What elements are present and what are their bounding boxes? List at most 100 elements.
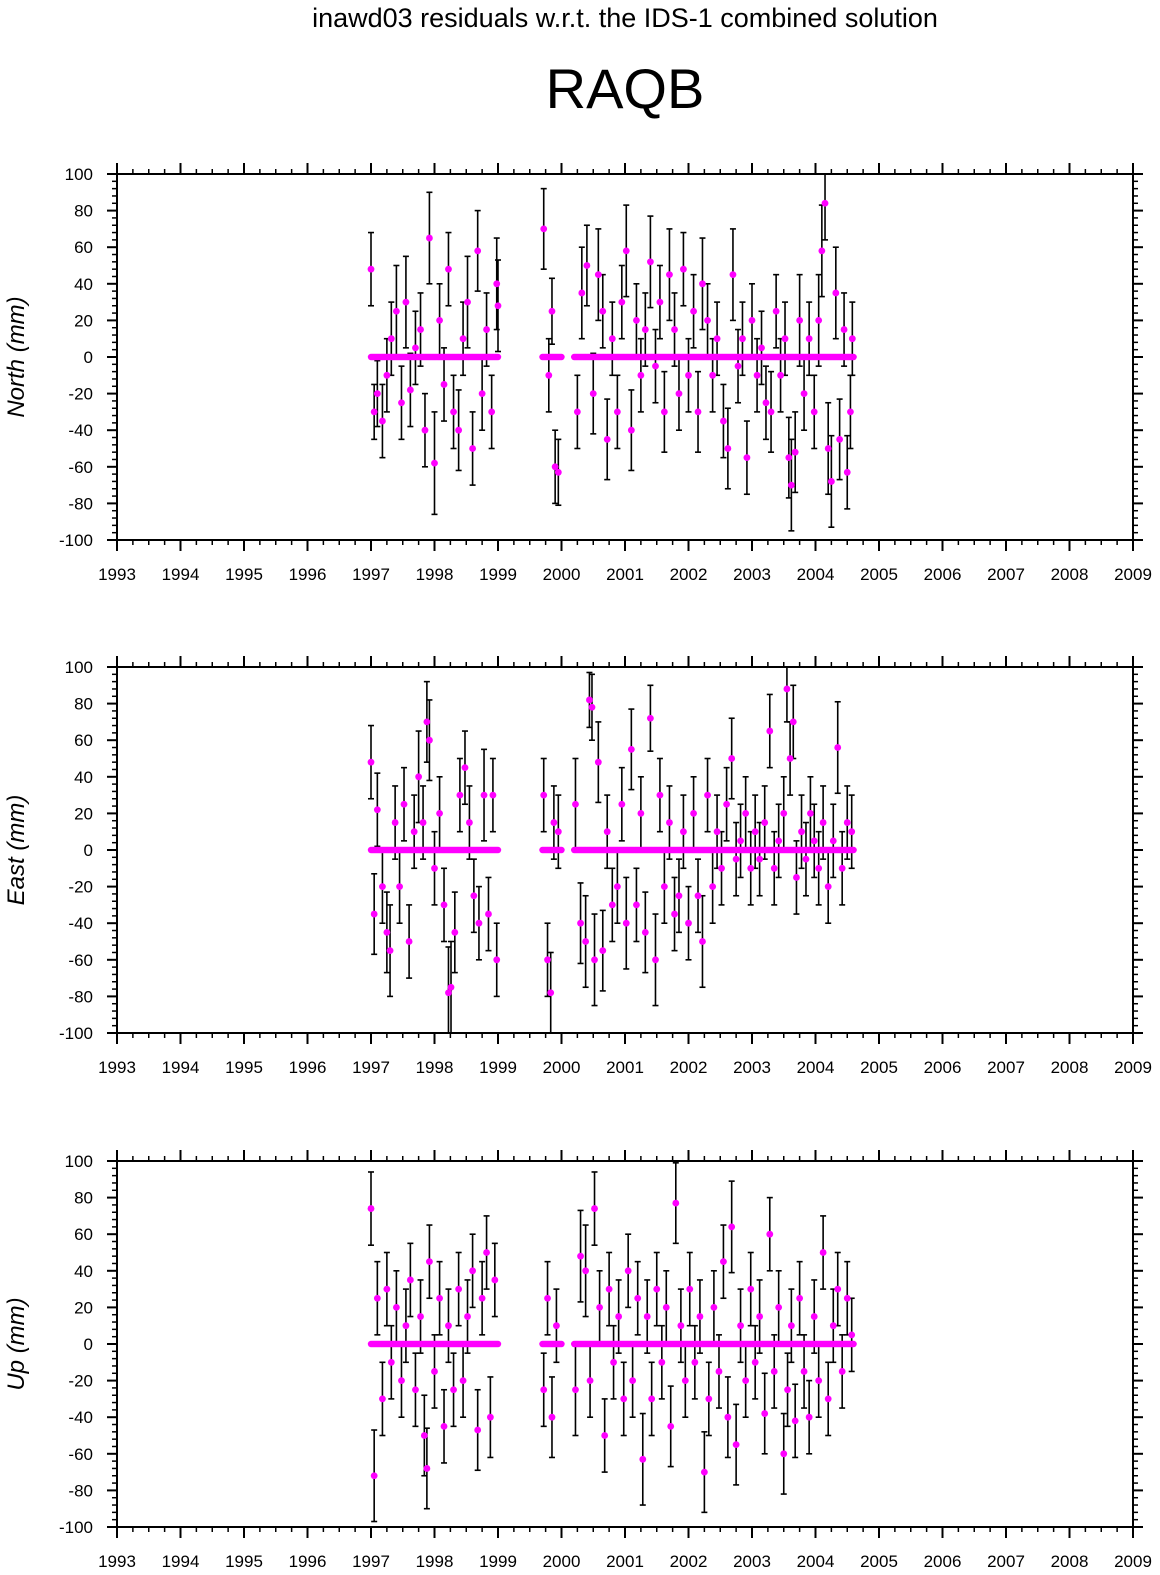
up-residual-point [367, 1205, 375, 1212]
east-xtick-label: 2005 [860, 1058, 898, 1077]
north-residual-point [848, 335, 856, 343]
east-residual-point [641, 928, 649, 936]
north-ytick-label: -20 [68, 385, 93, 404]
east-residual-point [436, 810, 443, 817]
up-residual-point [800, 1368, 808, 1375]
north-residual-point [729, 271, 737, 279]
north-residual-point [387, 335, 395, 343]
north-residual-point [379, 417, 386, 425]
east-residual-point [718, 864, 725, 872]
up-residual-point [681, 1377, 689, 1384]
up-xtick-label: 1999 [479, 1552, 517, 1571]
up-ytick-label: 60 [74, 1225, 93, 1244]
east-residual-point [728, 755, 736, 762]
north-residual-point [815, 317, 823, 324]
east-residual-point [410, 828, 418, 836]
east-residual-point [807, 810, 814, 817]
north-ytick-label: -100 [59, 531, 93, 550]
east-residual-point [780, 810, 788, 817]
east-residual-point [431, 864, 438, 872]
north-residual-point [431, 459, 438, 467]
east-residual-point [550, 819, 558, 826]
east-residual-point [613, 883, 621, 890]
up-ytick-label: -40 [68, 1408, 93, 1427]
up-residual-point [843, 1294, 851, 1302]
up-residual-point [450, 1386, 457, 1394]
north-residual-point [685, 371, 692, 379]
east-residual-point [386, 947, 394, 955]
up-residual-point [819, 1249, 827, 1256]
north-xtick-label: 2004 [797, 565, 835, 584]
up-residual-point [728, 1223, 736, 1231]
east-residual-point [582, 938, 590, 945]
up-residual-point [791, 1417, 799, 1425]
up-residual-point [629, 1377, 637, 1384]
east-xtick-label: 2007 [987, 1058, 1025, 1077]
east-xtick-label: 1999 [479, 1058, 517, 1077]
east-residual-point [694, 892, 702, 900]
east-residual-point [680, 828, 687, 836]
east-ytick-label: 80 [74, 695, 93, 714]
north-residual-point [666, 271, 673, 279]
up-residual-point [691, 1358, 699, 1366]
north-residual-point [589, 390, 597, 397]
east-residual-point [815, 864, 823, 872]
east-xtick-label: 1995 [225, 1058, 263, 1077]
east-residual-point [747, 864, 755, 872]
north-residual-point [421, 426, 429, 434]
up-residual-point [805, 1413, 813, 1421]
east-residual-point [544, 956, 551, 964]
north-xtick-label: 2002 [670, 565, 708, 584]
up-axis-label: Up (mm) [3, 1297, 30, 1390]
up-residual-point [459, 1377, 467, 1384]
up-xtick-label: 2005 [860, 1552, 898, 1571]
up-residual-point [696, 1313, 704, 1320]
north-residual-point [455, 426, 463, 434]
up-residual-point [775, 1304, 783, 1311]
north-residual-point [641, 326, 649, 333]
east-xtick-label: 1997 [352, 1058, 390, 1077]
east-ytick-label: -20 [68, 878, 93, 897]
north-residual-point [474, 247, 482, 255]
north-residual-point [694, 408, 702, 416]
up-residual-point [672, 1199, 680, 1207]
north-residual-point [426, 234, 433, 242]
east-residual-point [370, 910, 378, 918]
up-residual-point [737, 1322, 744, 1330]
east-residual-point [660, 883, 668, 890]
up-ytick-label: -80 [68, 1481, 93, 1500]
east-residual-point [848, 828, 856, 836]
up-ytick-label: -20 [68, 1372, 93, 1391]
east-residual-point [540, 791, 548, 799]
up-ytick-label: 40 [74, 1262, 93, 1281]
up-residual-point [761, 1410, 769, 1417]
north-residual-point [824, 445, 832, 452]
up-residual-point [810, 1313, 818, 1320]
up-ytick-label: 100 [65, 1152, 93, 1171]
up-residual-point [686, 1285, 694, 1293]
north-residual-point [573, 408, 581, 416]
north-residual-point [743, 454, 751, 462]
north-residual-point [675, 390, 683, 397]
east-residual-point [775, 837, 783, 845]
up-residual-point [624, 1267, 632, 1275]
east-xtick-label: 2000 [543, 1058, 581, 1077]
up-residual-point [829, 1322, 837, 1330]
north-residual-point [796, 317, 804, 324]
east-residual-point [470, 892, 478, 900]
north-reference-point [850, 353, 857, 361]
north-xtick-label: 1995 [225, 565, 263, 584]
up-residual-point [742, 1377, 750, 1384]
up-residual-point [379, 1395, 386, 1403]
east-residual-point [627, 745, 635, 753]
up-residual-point [440, 1422, 448, 1430]
north-residual-point [398, 399, 405, 407]
up-residual-point [420, 1432, 428, 1439]
up-residual-point [667, 1422, 675, 1430]
north-reference-point [494, 353, 502, 361]
north-residual-point [627, 426, 635, 434]
up-residual-point [483, 1249, 490, 1256]
north-xtick-label: 1993 [98, 565, 136, 584]
east-residual-point [594, 758, 602, 766]
up-residual-point [586, 1377, 594, 1384]
